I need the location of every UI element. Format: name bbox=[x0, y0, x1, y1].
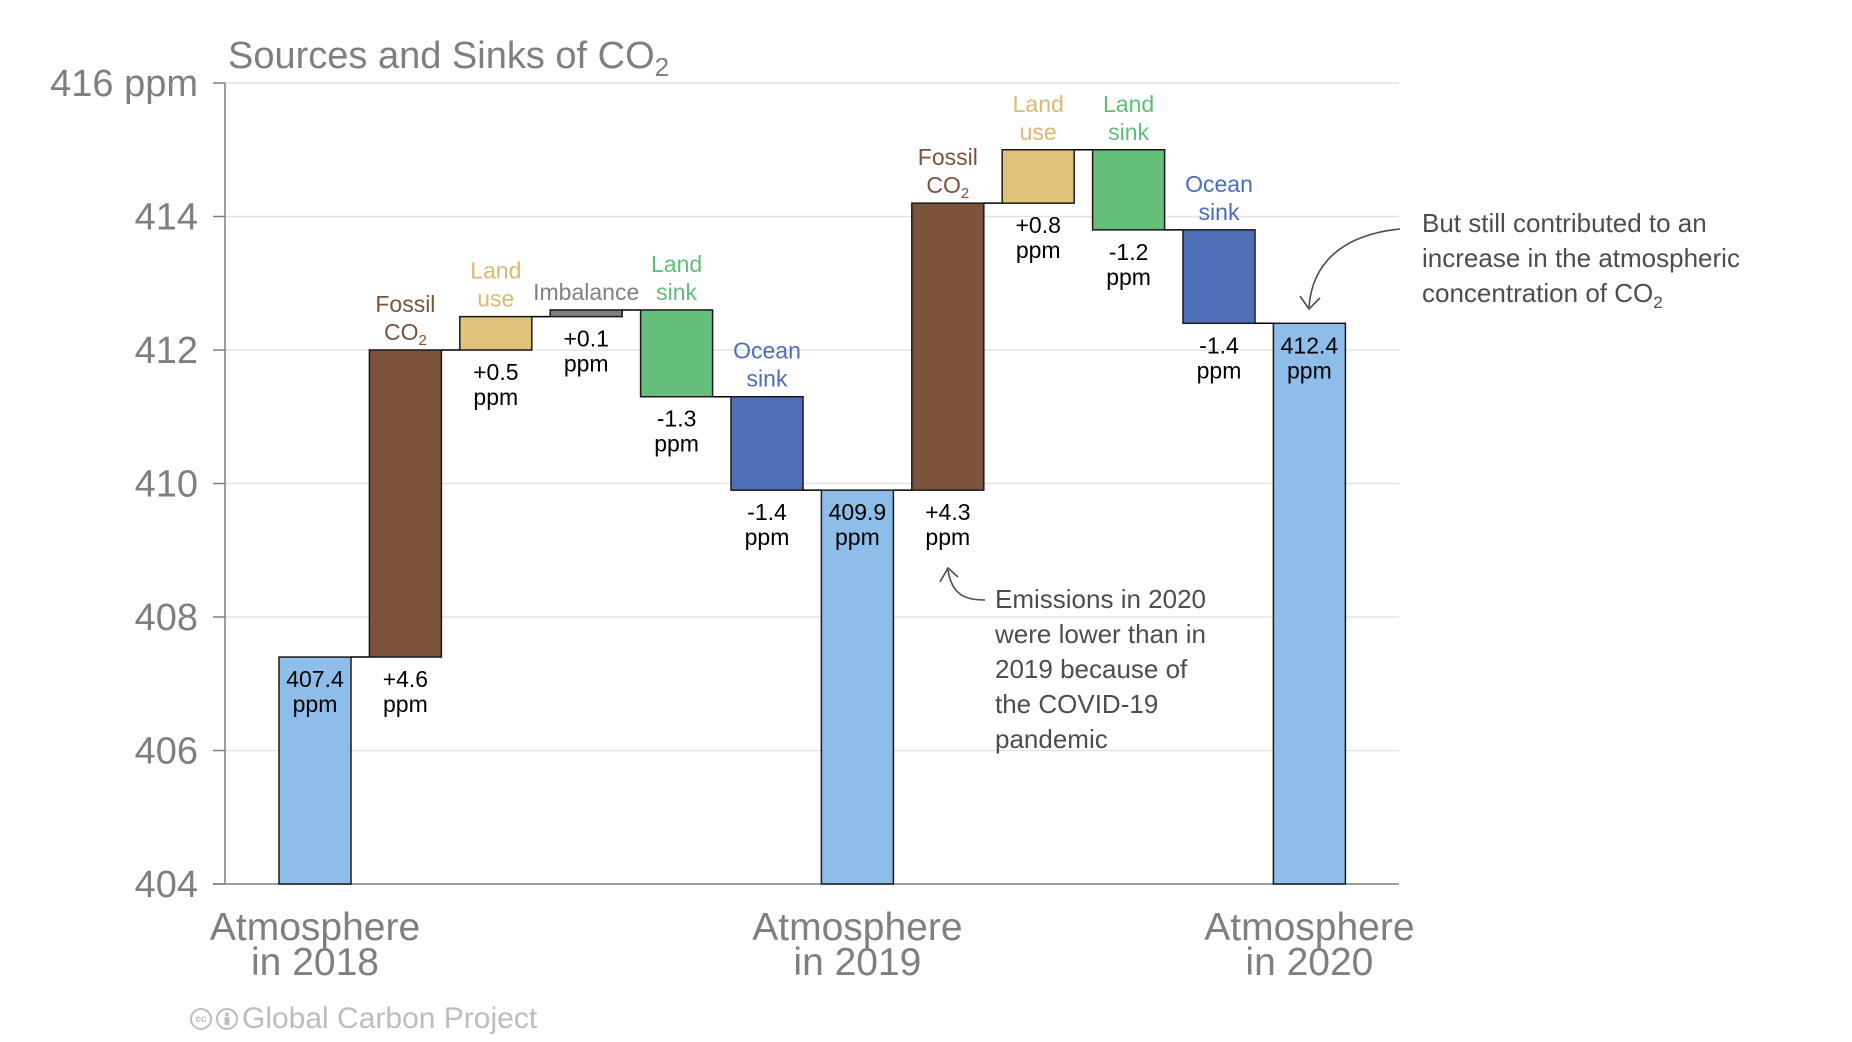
value-label: +0.5 bbox=[473, 359, 518, 385]
chart-title: Sources and Sinks of CO2 bbox=[228, 35, 669, 82]
footer: cc Global Carbon Project bbox=[190, 1002, 537, 1036]
value-label: ppm bbox=[1106, 264, 1151, 290]
value-label: ppm bbox=[473, 384, 518, 410]
value-label: ppm bbox=[564, 351, 609, 377]
x-category-label: in 2018 bbox=[251, 941, 379, 984]
value-label: +4.3 bbox=[925, 499, 970, 525]
value-label: -1.4 bbox=[1199, 332, 1239, 358]
series-name-label: use bbox=[1020, 119, 1057, 145]
delta-bar bbox=[639, 309, 714, 398]
x-category-label: Atmosphere bbox=[1204, 906, 1414, 949]
delta-bar bbox=[368, 349, 443, 658]
value-label: +0.1 bbox=[563, 326, 608, 352]
series-name-label: Land bbox=[470, 258, 521, 284]
value-label: +0.8 bbox=[1015, 212, 1060, 238]
covid-note-line: the COVID-19 bbox=[995, 689, 1158, 719]
series-name-label: Imbalance bbox=[533, 279, 639, 305]
total-bar bbox=[1272, 322, 1347, 885]
value-label: ppm bbox=[654, 431, 699, 457]
covid-arrow-head bbox=[939, 566, 959, 583]
delta-bar bbox=[549, 309, 623, 318]
annotations: Emissions in 2020 were lower than in 2019 … bbox=[939, 208, 1740, 754]
y-tick-label: 404 bbox=[135, 864, 198, 906]
delta-bar bbox=[1091, 149, 1166, 231]
series-name-label: CO2 bbox=[926, 172, 969, 202]
y-tick-label: 408 bbox=[135, 597, 198, 639]
series-name-label: Land bbox=[1013, 91, 1064, 117]
value-label: ppm bbox=[1197, 357, 1242, 383]
series-name-label: Land bbox=[651, 251, 702, 277]
footer-text: Global Carbon Project bbox=[242, 1002, 538, 1035]
y-tick-label: 416 ppm bbox=[50, 63, 198, 105]
total-bar bbox=[278, 656, 352, 885]
covid-note-line: 2019 because of bbox=[995, 654, 1188, 684]
value-label: -1.3 bbox=[657, 406, 697, 432]
value-label: 407.4 bbox=[286, 666, 344, 692]
series-name-label: sink bbox=[656, 279, 697, 305]
value-label: ppm bbox=[383, 691, 428, 717]
axes: 404 406 408 410 412 414 416 ppm bbox=[50, 63, 1399, 906]
y-tick-label: 406 bbox=[135, 731, 198, 773]
value-label: ppm bbox=[745, 524, 790, 550]
covid-note-line: pandemic bbox=[995, 724, 1108, 754]
value-label: ppm bbox=[1016, 237, 1061, 263]
increase-arrow-head bbox=[1299, 295, 1321, 311]
delta-bar bbox=[1001, 149, 1075, 204]
value-label: ppm bbox=[1287, 357, 1332, 383]
x-category-label: in 2020 bbox=[1245, 941, 1373, 984]
covid-note-line: were lower than in bbox=[994, 619, 1206, 649]
increase-note-line: But still contributed to an bbox=[1422, 208, 1707, 238]
series-name-label: Land bbox=[1103, 91, 1154, 117]
y-tick-label: 412 bbox=[135, 330, 198, 372]
value-label: +4.6 bbox=[383, 666, 428, 692]
value-label: -1.4 bbox=[747, 499, 787, 525]
increase-note-line: increase in the atmospheric bbox=[1422, 243, 1740, 273]
x-category-label: in 2019 bbox=[793, 941, 921, 984]
bars bbox=[278, 149, 1347, 885]
series-name-label: use bbox=[477, 286, 514, 312]
y-tick-label: 414 bbox=[135, 197, 198, 239]
total-bar bbox=[820, 489, 895, 885]
increase-arrow bbox=[1308, 228, 1401, 308]
delta-bar bbox=[911, 202, 985, 491]
value-label: 409.9 bbox=[829, 499, 887, 525]
x-category-label: Atmosphere bbox=[752, 906, 962, 949]
value-label: -1.2 bbox=[1109, 239, 1149, 265]
value-label: ppm bbox=[293, 691, 338, 717]
attribution-icon bbox=[216, 1008, 238, 1030]
series-name-label: CO2 bbox=[384, 319, 427, 349]
series-name-label: Ocean bbox=[733, 338, 801, 364]
creative-commons-icon: cc bbox=[190, 1008, 212, 1030]
y-tick-label: 410 bbox=[135, 464, 198, 506]
series-name-label: sink bbox=[1108, 119, 1149, 145]
delta-bar bbox=[459, 315, 533, 351]
covid-note-line: Emissions in 2020 bbox=[995, 584, 1206, 614]
series-name-label: Fossil bbox=[918, 144, 978, 170]
value-label: ppm bbox=[925, 524, 970, 550]
x-category-label: Atmosphere bbox=[210, 906, 420, 949]
delta-bar bbox=[730, 395, 804, 491]
series-name-label: Fossil bbox=[375, 291, 435, 317]
value-label: 412.4 bbox=[1281, 332, 1339, 358]
delta-bar bbox=[1182, 229, 1256, 325]
value-label: ppm bbox=[835, 524, 880, 550]
series-name-label: sink bbox=[1199, 199, 1240, 225]
increase-note-line: concentration of CO2 bbox=[1422, 278, 1663, 312]
series-name-label: Ocean bbox=[1185, 171, 1253, 197]
covid-arrow bbox=[947, 569, 986, 601]
series-name-label: sink bbox=[747, 366, 788, 392]
